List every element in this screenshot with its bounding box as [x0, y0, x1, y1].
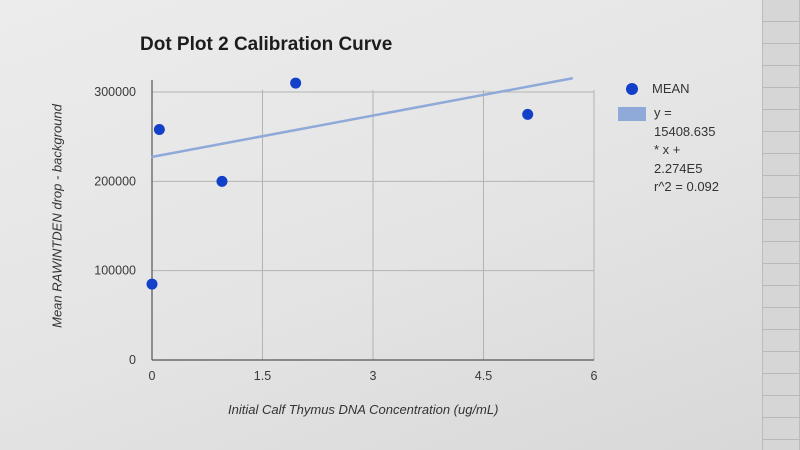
legend: MEAN y = 15408.635 * x + 2.274E5 r^2 = 0… [616, 80, 719, 197]
legend-item-trendline[interactable]: y = 15408.635 * x + 2.274E5 r^2 = 0.092 [616, 104, 719, 197]
plot-area: 0 1.5 3 4.5 6 0 100000 200000 300000 [94, 77, 598, 383]
gridlines [152, 90, 595, 360]
y-tick-label: 300000 [94, 85, 136, 99]
y-tick-label: 100000 [94, 264, 136, 278]
legend-label: MEAN [652, 81, 690, 96]
x-tick-label: 4.5 [475, 369, 492, 383]
y-tick-label: 0 [129, 353, 136, 367]
equation-line: r^2 = 0.092 [654, 179, 720, 194]
trendline-swatch-icon [618, 107, 646, 121]
y-tick-label: 200000 [94, 174, 136, 188]
x-axis-label: Initial Calf Thymus DNA Concentration (u… [228, 402, 499, 417]
data-points [146, 77, 534, 290]
trendline-equation: y = 15408.635 * x + 2.274E5 r^2 = 0.092 [654, 104, 719, 197]
chart-title: Dot Plot 2 Calibration Curve [140, 34, 393, 55]
equation-line: 15408.635 [654, 123, 716, 139]
x-tick-label: 0 [149, 369, 156, 383]
chart-card[interactable]: Dot Plot 2 Calibration Curve Mean RAWINT… [0, 0, 763, 450]
x-tick-label: 3 [370, 369, 377, 383]
equation-line: 2.274E5 [654, 160, 703, 176]
trendline-path [150, 77, 574, 159]
dot-marker-icon [626, 83, 638, 95]
trendline [150, 77, 574, 159]
axes [151, 80, 594, 361]
data-point [146, 278, 158, 290]
tick-labels: 0 1.5 3 4.5 6 0 100000 200000 300000 [94, 85, 597, 383]
equation-line: * x + [654, 142, 681, 157]
data-point [290, 77, 302, 89]
data-point [153, 124, 165, 136]
x-tick-label: 6 [591, 369, 598, 383]
x-tick-label: 1.5 [254, 369, 271, 383]
data-point [522, 108, 534, 120]
data-point [216, 175, 228, 187]
legend-item-mean[interactable]: MEAN [616, 80, 719, 98]
equation-line: y = [654, 105, 672, 120]
